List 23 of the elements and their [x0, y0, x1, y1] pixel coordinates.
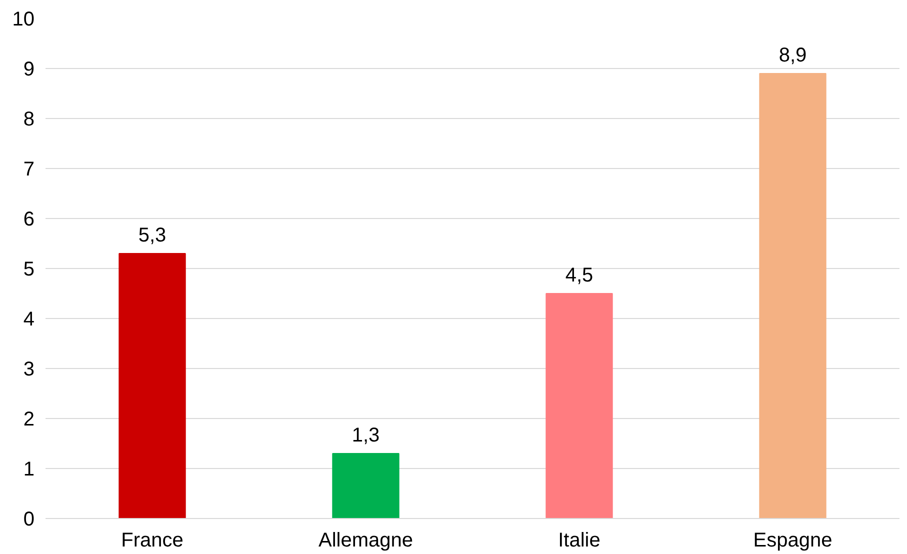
y-tick-label: 1	[23, 458, 34, 480]
data-label: 1,3	[352, 424, 380, 446]
x-tick-label: Espagne	[753, 530, 832, 552]
x-tick-label: Italie	[558, 530, 600, 552]
y-tick-label: 9	[23, 58, 34, 80]
y-tick-label: 8	[23, 108, 34, 130]
bar	[546, 293, 613, 518]
bar	[332, 453, 400, 518]
y-tick-label: 2	[23, 408, 34, 430]
bar	[759, 73, 826, 518]
data-label: 5,3	[138, 224, 166, 246]
x-tick-label: Allemagne	[318, 530, 414, 552]
data-label: 4,5	[565, 264, 594, 286]
y-tick-label: 6	[23, 208, 34, 230]
y-tick-label: 3	[23, 358, 34, 380]
y-tick-label: 7	[23, 158, 34, 180]
y-tick-label: 0	[23, 508, 34, 530]
data-label: 8,9	[778, 44, 807, 66]
y-tick-label: 10	[12, 8, 35, 30]
y-tick-label: 5	[23, 258, 34, 280]
bar	[118, 253, 186, 518]
y-tick-label: 4	[23, 308, 34, 330]
x-tick-label: France	[121, 530, 184, 552]
